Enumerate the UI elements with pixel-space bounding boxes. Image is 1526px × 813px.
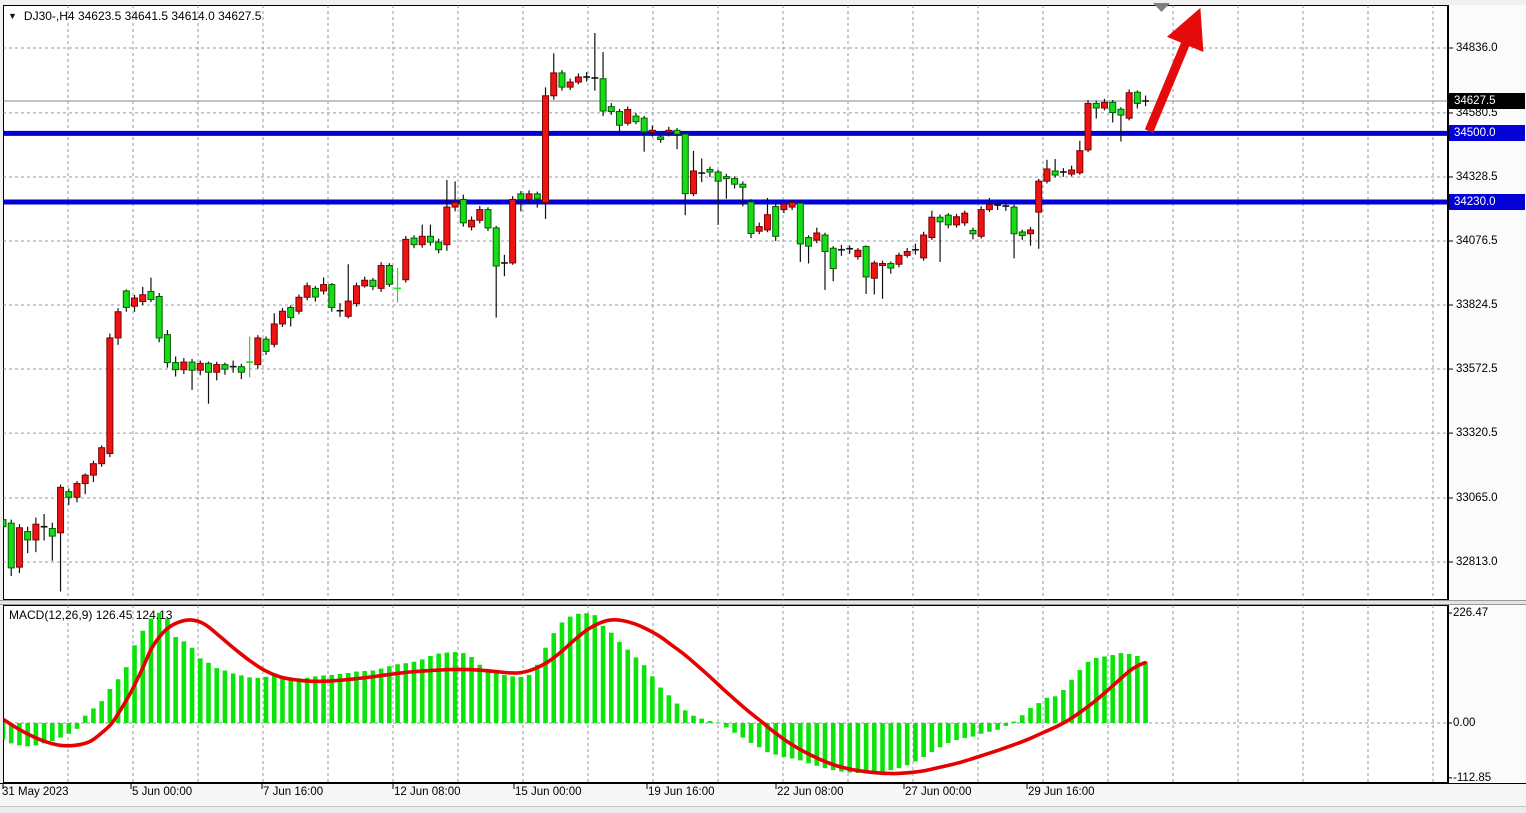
- current-price-badge: 34627.5: [1449, 92, 1525, 109]
- ohlc-header: ▼ DJ30-,H4 34623.5 34641.5 34614.0 34627…: [8, 9, 261, 23]
- symbol-dropdown-icon[interactable]: ▼: [8, 11, 17, 21]
- macd-plot-area[interactable]: [3, 605, 1448, 783]
- main-panel-layer: [0, 5, 1448, 600]
- time-tick-label: 19 Jun 16:00: [648, 786, 715, 798]
- price-tick-label: 34328.5: [1456, 170, 1498, 183]
- macd-tick-label: -112.85: [1453, 771, 1492, 784]
- main-chart-plot-area[interactable]: [3, 5, 1448, 600]
- price-tick-label: 33065.0: [1456, 492, 1498, 504]
- gridlines: [3, 5, 1448, 600]
- time-tick-label: 7 Jun 16:00: [263, 786, 324, 798]
- support-level-badge: 34230.0: [1449, 193, 1525, 210]
- resistance-level-badge: 34500.0: [1449, 125, 1525, 142]
- macd-indicator-label: MACD(12,26,9) 126.45 124.13: [9, 608, 173, 622]
- time-tick-label: 31 May 2023: [2, 786, 69, 798]
- macd-tick-label: 0.00: [1453, 717, 1476, 729]
- price-tick-label: 32813.0: [1456, 556, 1498, 569]
- time-tick-label: 15 Jun 00:00: [515, 786, 582, 798]
- time-tick-label: 12 Jun 08:00: [394, 786, 461, 798]
- macd-histogram: [3, 612, 1148, 774]
- time-tick-label: 27 Jun 00:00: [905, 786, 972, 798]
- macd-signal-line: [3, 618, 1147, 776]
- price-tick-label: 33572.5: [1456, 363, 1498, 376]
- macd-tick-label: 226.47: [1453, 607, 1489, 619]
- axis-ticks: [2, 47, 1453, 789]
- bottom-frame-line: [0, 783, 1526, 784]
- price-tick-label: 34076.5: [1456, 234, 1498, 247]
- candles-layer[interactable]: [0, 33, 1149, 592]
- symbol-ohlc-text: DJ30-,H4 34623.5 34641.5 34614.0 34627.5: [23, 9, 262, 23]
- panel-divider[interactable]: [0, 600, 1526, 605]
- price-tick-label: 33824.5: [1456, 299, 1498, 312]
- price-tick-label: 33320.5: [1456, 427, 1498, 440]
- price-tick-label: 34580.5: [1456, 106, 1498, 119]
- time-tick-label: 22 Jun 08:00: [777, 786, 844, 798]
- price-tick-label: 34836.0: [1456, 42, 1498, 54]
- chart-shift-marker-icon[interactable]: [1153, 3, 1170, 12]
- macd-layer: [3, 605, 1448, 783]
- window-bottom-edge: [0, 806, 1526, 813]
- time-tick-label: 29 Jun 16:00: [1028, 786, 1095, 798]
- trend-arrow[interactable]: [1144, 7, 1204, 133]
- time-tick-label: 5 Jun 00:00: [132, 786, 193, 798]
- time-axis[interactable]: [0, 784, 1526, 806]
